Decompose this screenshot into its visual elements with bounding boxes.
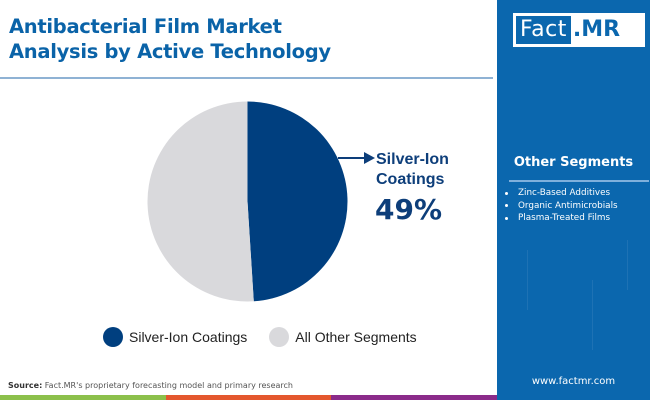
other-segments-title: Other Segments	[513, 155, 634, 170]
legend-label: All Other Segments	[295, 329, 417, 345]
chart-panel: Antibacterial Film Market Analysis by Ac…	[0, 14, 493, 390]
decorative-streak	[627, 240, 628, 290]
pie-slice-all-other-segments	[147, 101, 254, 302]
legend-item-silver-ion: Silver-Ion Coatings	[103, 327, 247, 347]
brand-sidebar: Fact .MR Other Segments Zinc-Based Addit…	[497, 0, 650, 400]
factmr-logo: Fact .MR	[513, 13, 645, 47]
source-label: Source:	[8, 381, 43, 390]
pie-chart	[147, 101, 348, 302]
legend-item-other-segments: All Other Segments	[269, 327, 417, 347]
bullet-icon	[505, 191, 508, 195]
segment-label: Zinc-Based Additives	[518, 188, 611, 198]
callout-label-line-1: Silver-Ion	[376, 151, 449, 168]
chart-legend: Silver-Ion Coatings All Other Segments	[103, 327, 439, 347]
pie-slice-silver-ion-coatings	[247, 101, 348, 302]
website-link[interactable]: www.factmr.com	[531, 376, 616, 387]
other-segments-divider	[509, 180, 649, 182]
callout-label-line-2: Coatings	[376, 171, 445, 188]
source-text: Fact.MR's proprietary forecasting model …	[42, 381, 294, 390]
logo-fact-text: Fact	[516, 16, 571, 44]
title-line-1: Antibacterial Film Market	[9, 15, 282, 38]
color-bar-green	[0, 395, 166, 400]
source-note: Source: Fact.MR's proprietary forecastin…	[8, 381, 293, 390]
decorative-streak	[592, 280, 593, 350]
page-title: Antibacterial Film Market Analysis by Ac…	[9, 14, 331, 64]
list-item: Organic Antimicrobials	[505, 200, 618, 213]
callout-value: 49%	[375, 193, 443, 226]
segment-label: Organic Antimicrobials	[518, 200, 618, 211]
segment-label: Plasma-Treated Films	[518, 213, 611, 223]
other-segments-list: Zinc-Based Additives Organic Antimicrobi…	[505, 187, 618, 225]
footer-color-bar	[0, 395, 497, 400]
legend-label: Silver-Ion Coatings	[129, 329, 248, 345]
list-item: Plasma-Treated Films	[505, 212, 618, 225]
legend-swatch-icon	[103, 327, 123, 347]
title-divider	[0, 77, 493, 79]
logo-mr-text: .MR	[572, 17, 621, 42]
list-item: Zinc-Based Additives	[505, 187, 618, 200]
legend-swatch-icon	[269, 327, 290, 347]
title-line-2: Analysis by Active Technology	[9, 40, 331, 63]
bullet-icon	[505, 216, 508, 220]
color-bar-purple	[331, 395, 497, 400]
decorative-streak	[527, 250, 528, 310]
pie-chart-svg	[147, 101, 348, 302]
color-bar-orange	[166, 395, 331, 400]
callout-arrow-icon	[338, 152, 375, 164]
callout-label: Silver-Ion Coatings	[376, 150, 449, 190]
bullet-icon	[505, 204, 508, 208]
